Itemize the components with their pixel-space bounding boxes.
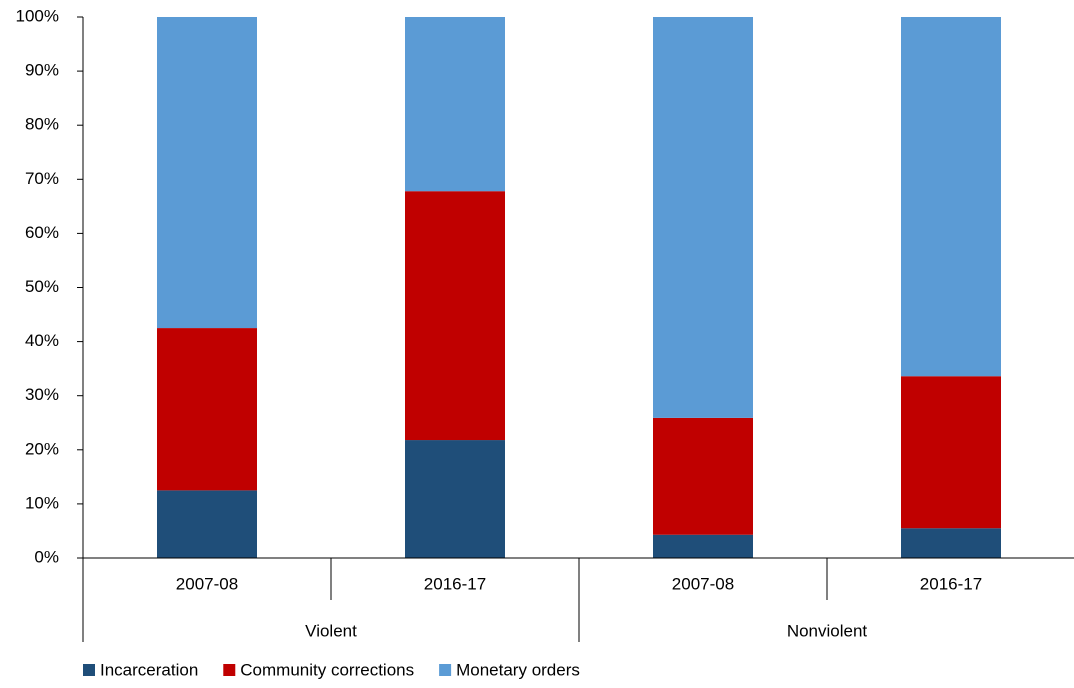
y-tick-label: 10% [25,493,59,512]
bar-segment [405,440,505,558]
bar-segment [157,490,257,558]
legend-swatch [223,664,236,676]
x-tick-label: 2007-08 [672,574,734,593]
y-tick-label: 60% [25,223,59,242]
y-tick-label: 90% [25,61,59,80]
x-tick-label: 2016-17 [920,574,982,593]
y-tick-label: 50% [25,277,59,296]
group-label: Nonviolent [787,621,868,640]
legend-label: Monetary orders [456,660,580,679]
legend-label: Incarceration [100,660,198,679]
y-tick-label: 0% [34,547,59,566]
bar-segment [653,17,753,418]
y-tick-label: 100% [16,6,59,25]
legend-swatch [83,664,95,676]
x-tick-label: 2007-08 [176,574,238,593]
y-tick-label: 30% [25,385,59,404]
bar-segment [901,528,1001,558]
x-tick-label: 2016-17 [424,574,486,593]
legend-swatch [439,664,452,676]
bar-segment [653,417,753,535]
bar-segment [653,534,753,558]
y-tick-label: 80% [25,115,59,134]
y-tick-label: 40% [25,331,59,350]
bar-segment [901,376,1001,529]
y-tick-label: 70% [25,169,59,188]
bar-segment [901,17,1001,377]
y-tick-label: 20% [25,439,59,458]
bar-segment [405,17,505,192]
bar-segment [157,17,257,329]
bar-segment [157,328,257,491]
bar-segment [405,191,505,441]
legend-label: Community corrections [240,660,414,679]
group-label: Violent [305,621,357,640]
